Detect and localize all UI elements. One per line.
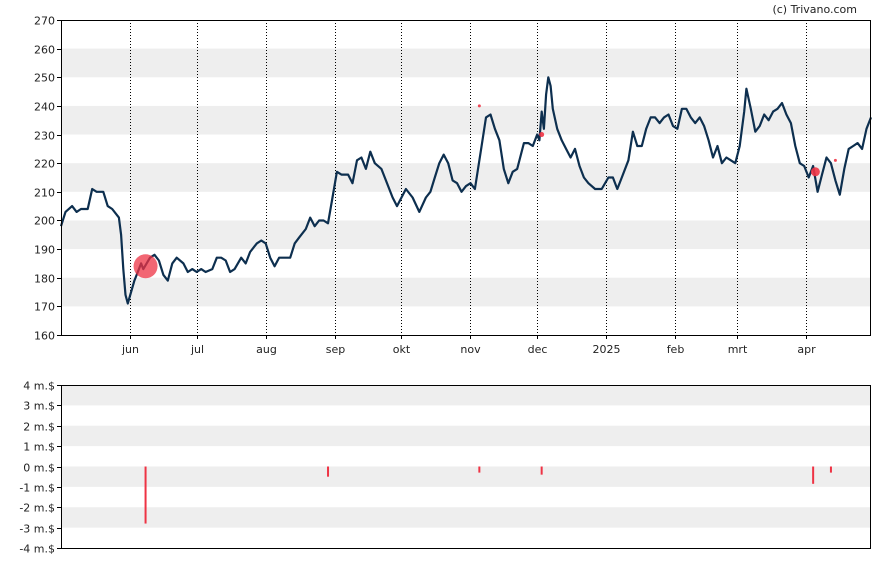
y-tick-label: 230	[34, 130, 55, 143]
price-line	[59, 76, 873, 305]
x-tick-label: jul	[190, 343, 204, 356]
y-tick-label: 240	[34, 101, 55, 114]
y-tick-label: 270	[34, 15, 55, 28]
y-tick-label: -4 m.$	[19, 543, 55, 556]
y-tick-label: 180	[34, 273, 55, 286]
credit-label: (c) Trivano.com	[772, 3, 857, 16]
volume-bar	[478, 466, 481, 473]
volume-band	[61, 466, 871, 487]
y-tick-label: 0 m.$	[23, 462, 55, 475]
volume-panel-border	[61, 385, 871, 549]
volume-bar	[327, 466, 330, 477]
x-tick-label: sep	[326, 343, 345, 356]
y-tick-label: 1 m.$	[23, 441, 55, 454]
y-tick-label: 210	[34, 187, 55, 200]
x-tick-label: apr	[797, 343, 816, 356]
price-band	[61, 105, 871, 135]
price-band	[61, 220, 871, 250]
y-tick-label: -3 m.$	[19, 523, 55, 536]
x-tick-label: dec	[528, 343, 548, 356]
trade-marker	[833, 158, 837, 162]
x-tick-label: nov	[460, 343, 481, 356]
y-tick-label: 250	[34, 72, 55, 85]
trade-marker	[477, 104, 481, 108]
x-tick-label: aug	[256, 343, 277, 356]
volume-band	[61, 425, 871, 447]
y-tick-label: 190	[34, 244, 55, 257]
price-band	[61, 48, 871, 78]
y-tick-label: 4 m.$	[23, 380, 55, 393]
x-tick-label: jun	[121, 343, 139, 356]
x-tick-label: mrt	[728, 343, 748, 356]
volume-panel-bands	[61, 385, 871, 528]
y-tick-label: 3 m.$	[23, 400, 55, 413]
price-panel-border	[61, 20, 871, 336]
price-panel-bands	[61, 48, 871, 307]
volume-panel-y-axis: -4 m.$ -3 m.$ -2 m.$ -1 m.$ 0 m.$ 1 m.$ 2 m.$ 3…	[19, 380, 61, 556]
volume-band	[61, 385, 871, 406]
volume-panel-frame	[61, 385, 871, 549]
y-tick-label: 200	[34, 215, 55, 228]
volume-bar	[812, 466, 815, 484]
y-tick-label: 160	[34, 330, 55, 343]
x-tick-label: 2025	[593, 343, 621, 356]
y-tick-label: 170	[34, 301, 55, 314]
trade-marker	[539, 132, 545, 138]
volume-panel-bars	[144, 466, 832, 524]
trade-marker	[133, 254, 158, 279]
x-tick-label: feb	[667, 343, 685, 356]
y-tick-label: 260	[34, 44, 55, 57]
price-panel-x-axis: jun jul aug sep okt nov dec 2025 feb mrt apr	[121, 335, 816, 356]
price-band	[61, 277, 871, 307]
volume-bar	[144, 466, 147, 524]
price-panel-y-axis: 160 170 180 190 200 210 220 230 240 250 260 270	[34, 15, 61, 343]
y-tick-label: -2 m.$	[19, 502, 55, 515]
volume-band	[61, 507, 871, 528]
y-tick-label: 220	[34, 158, 55, 171]
price-panel-markers	[133, 104, 837, 279]
y-tick-label: 2 m.$	[23, 421, 55, 434]
volume-bar	[829, 466, 832, 473]
y-tick-label: -1 m.$	[19, 482, 55, 495]
price-panel-frame	[61, 20, 871, 336]
x-tick-label: okt	[393, 343, 411, 356]
volume-bar	[540, 466, 543, 475]
trade-marker	[810, 167, 820, 177]
